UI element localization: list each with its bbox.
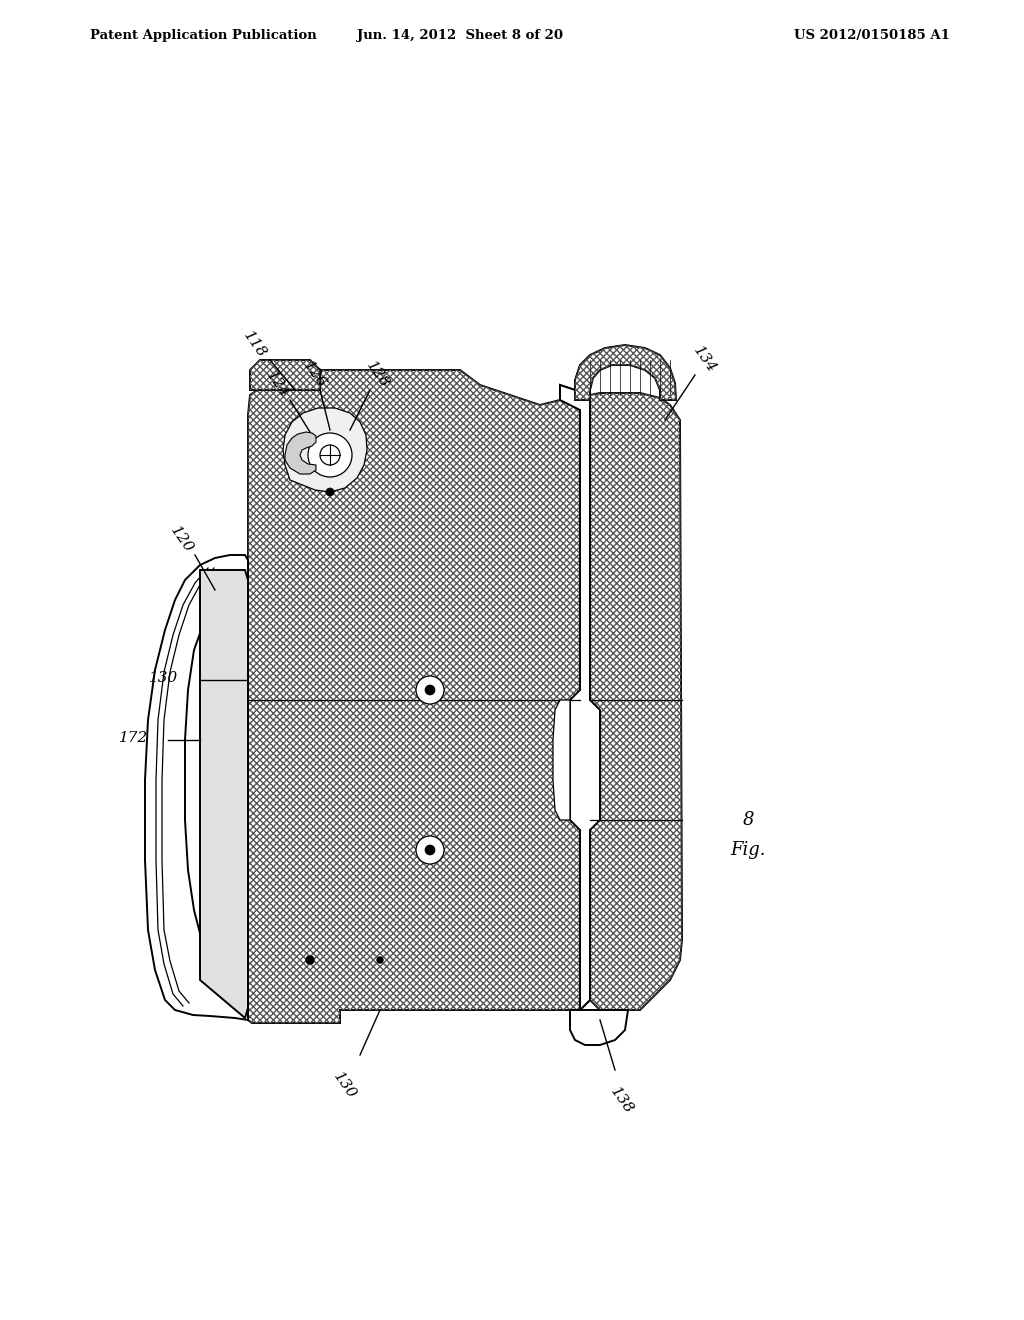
- Text: US 2012/0150185 A1: US 2012/0150185 A1: [795, 29, 950, 41]
- Circle shape: [377, 957, 383, 964]
- Polygon shape: [283, 408, 367, 492]
- Circle shape: [319, 445, 340, 465]
- Circle shape: [425, 845, 435, 855]
- Polygon shape: [145, 554, 248, 1020]
- Text: 128: 128: [364, 359, 392, 391]
- Text: 126: 126: [301, 359, 329, 391]
- Circle shape: [308, 433, 352, 477]
- Polygon shape: [200, 570, 248, 1018]
- Circle shape: [326, 488, 334, 496]
- Circle shape: [416, 676, 444, 704]
- Text: 124: 124: [264, 370, 292, 401]
- Polygon shape: [575, 345, 676, 400]
- Text: Fig.: Fig.: [730, 841, 766, 859]
- Text: Jun. 14, 2012  Sheet 8 of 20: Jun. 14, 2012 Sheet 8 of 20: [357, 29, 563, 41]
- Text: 130: 130: [331, 1071, 359, 1102]
- Polygon shape: [570, 1010, 628, 1045]
- Circle shape: [306, 956, 314, 964]
- Circle shape: [416, 836, 444, 865]
- Text: 118: 118: [241, 329, 269, 360]
- Polygon shape: [560, 385, 600, 1010]
- Text: 138: 138: [608, 1085, 636, 1117]
- Text: 172: 172: [119, 731, 148, 744]
- Polygon shape: [248, 370, 590, 1023]
- Polygon shape: [250, 360, 319, 389]
- Text: 134: 134: [691, 345, 719, 376]
- Polygon shape: [285, 432, 316, 474]
- Circle shape: [425, 685, 435, 696]
- Text: 130: 130: [148, 671, 178, 685]
- Text: 8: 8: [742, 810, 754, 829]
- Polygon shape: [590, 393, 682, 1010]
- Text: 120: 120: [168, 524, 197, 556]
- Text: Patent Application Publication: Patent Application Publication: [90, 29, 316, 41]
- Polygon shape: [553, 700, 570, 820]
